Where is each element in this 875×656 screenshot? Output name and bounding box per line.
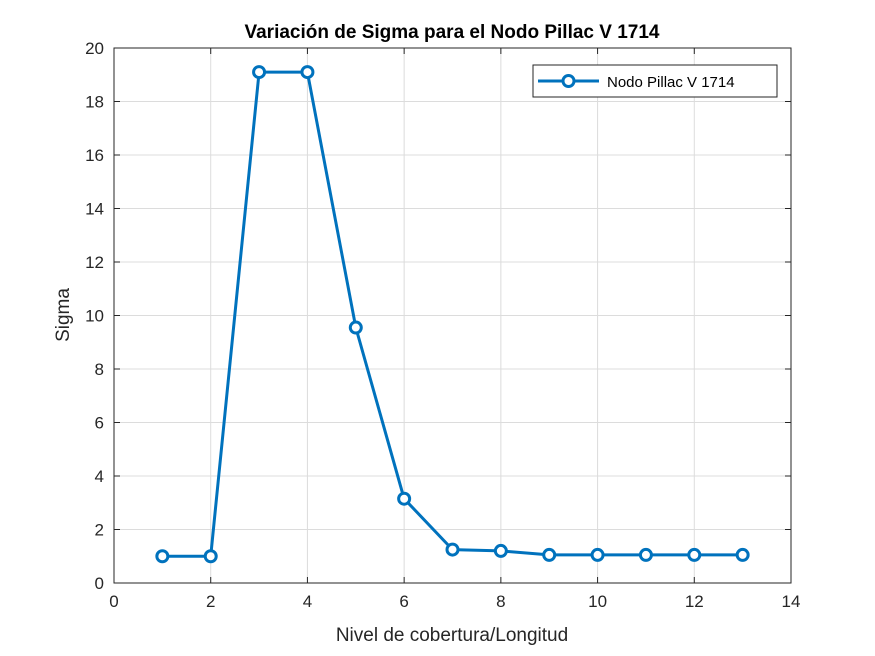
x-tick-label: 12 [685, 592, 704, 611]
data-point [493, 543, 508, 558]
data-point [590, 547, 605, 562]
series-layer [155, 65, 750, 564]
y-tick-label: 4 [95, 467, 104, 486]
y-tick-label: 0 [95, 574, 104, 593]
x-axis-label: Nivel de cobertura/Longitud [336, 625, 568, 646]
data-point [348, 320, 363, 335]
legend-marker-sample [561, 74, 576, 88]
data-point [445, 542, 460, 557]
tick-labels: 0 2 4 6 8 10 12 14 0 2 4 6 8 10 12 14 16 18 20 [85, 39, 800, 611]
x-tick-label: 10 [588, 592, 607, 611]
data-point [300, 65, 315, 80]
axes [113, 47, 792, 584]
y-tick-label: 18 [85, 93, 104, 112]
y-tick-label: 20 [85, 39, 104, 58]
x-tick-label: 2 [206, 592, 215, 611]
y-tick-label: 10 [85, 307, 104, 326]
chart-title: Variación de Sigma para el Nodo Pillac V… [244, 22, 659, 43]
data-point [252, 65, 267, 80]
y-tick-label: 16 [85, 146, 104, 165]
x-tick-label: 6 [399, 592, 408, 611]
y-tick-label: 2 [95, 521, 104, 540]
y-tick-label: 8 [95, 360, 104, 379]
data-point [687, 547, 702, 562]
data-point [542, 547, 557, 562]
y-axis-label: Sigma [53, 288, 74, 342]
x-tick-label: 0 [109, 592, 118, 611]
y-tick-label: 14 [85, 200, 104, 219]
data-point [638, 547, 653, 562]
legend: Nodo Pillac V 1714 [532, 64, 778, 98]
data-point [735, 547, 750, 562]
data-point [155, 549, 170, 564]
data-point [203, 549, 218, 564]
x-tick-label: 14 [782, 592, 801, 611]
legend-label: Nodo Pillac V 1714 [607, 74, 735, 91]
y-tick-label: 12 [85, 253, 104, 272]
data-point [397, 491, 412, 506]
y-tick-label: 6 [95, 414, 104, 433]
x-tick-label: 4 [303, 592, 312, 611]
x-tick-label: 8 [496, 592, 505, 611]
